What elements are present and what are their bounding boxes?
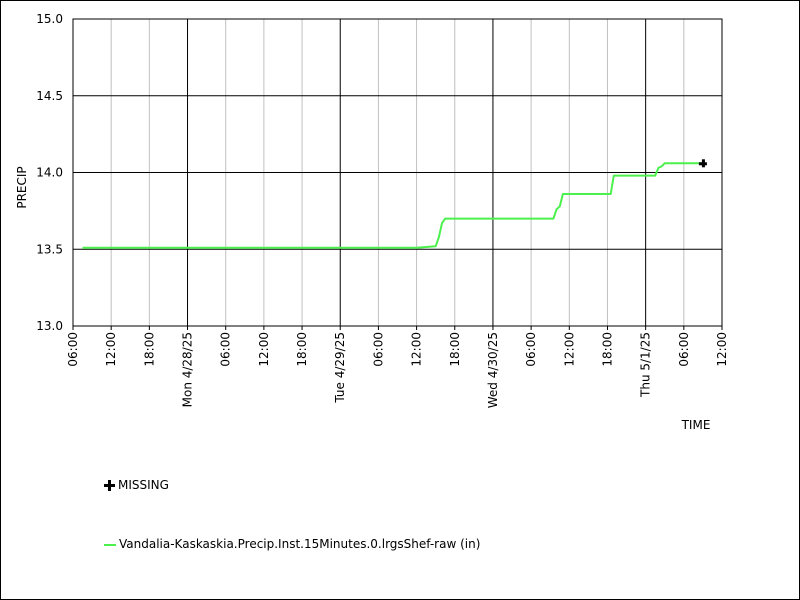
x-tick-label: 12:00	[410, 332, 424, 367]
y-tick-label: 13.0	[36, 319, 63, 333]
x-tick-label: Wed 4/30/25	[486, 332, 500, 408]
x-tick-label: Thu 5/1/25	[639, 332, 653, 398]
x-tick-label: 18:00	[600, 332, 614, 367]
x-tick-label: 06:00	[524, 332, 538, 367]
x-tick-label: 12:00	[104, 332, 118, 367]
y-tick-label: 14.5	[36, 89, 63, 103]
legend-missing: MISSING	[104, 478, 169, 492]
x-tick-label: 12:00	[562, 332, 576, 367]
plot-border	[72, 18, 723, 327]
x-tick-label: 12:00	[715, 332, 729, 367]
y-tick-label: 14.0	[36, 166, 63, 180]
x-tick-label: 06:00	[219, 332, 233, 367]
y-axis-label: PRECIP	[15, 166, 29, 208]
x-tick-label: 18:00	[448, 332, 462, 367]
y-tick-label: 13.5	[36, 242, 63, 256]
precip-series-line	[82, 162, 703, 249]
x-axis-label: TIME	[681, 418, 711, 432]
x-tick-label: 18:00	[295, 332, 309, 367]
legend-series: Vandalia-Kaskaskia.Precip.Inst.15Minutes…	[104, 537, 480, 551]
x-tick-label: 06:00	[371, 332, 385, 367]
x-tick-label: Tue 4/29/25	[333, 332, 347, 404]
missing-marker-icon	[104, 479, 115, 491]
x-tick-label: 06:00	[66, 332, 80, 367]
x-tick-label: 06:00	[677, 332, 691, 367]
x-tick-label: 12:00	[257, 332, 271, 367]
legend-missing-label: MISSING	[118, 478, 169, 492]
y-tick-label: 15.0	[36, 12, 63, 26]
series-line-swatch	[104, 543, 116, 546]
x-tick-label: Mon 4/28/25	[181, 332, 195, 407]
missing-point-marker	[698, 159, 707, 168]
x-tick-label: 18:00	[142, 332, 156, 367]
legend-series-label: Vandalia-Kaskaskia.Precip.Inst.15Minutes…	[119, 537, 481, 551]
